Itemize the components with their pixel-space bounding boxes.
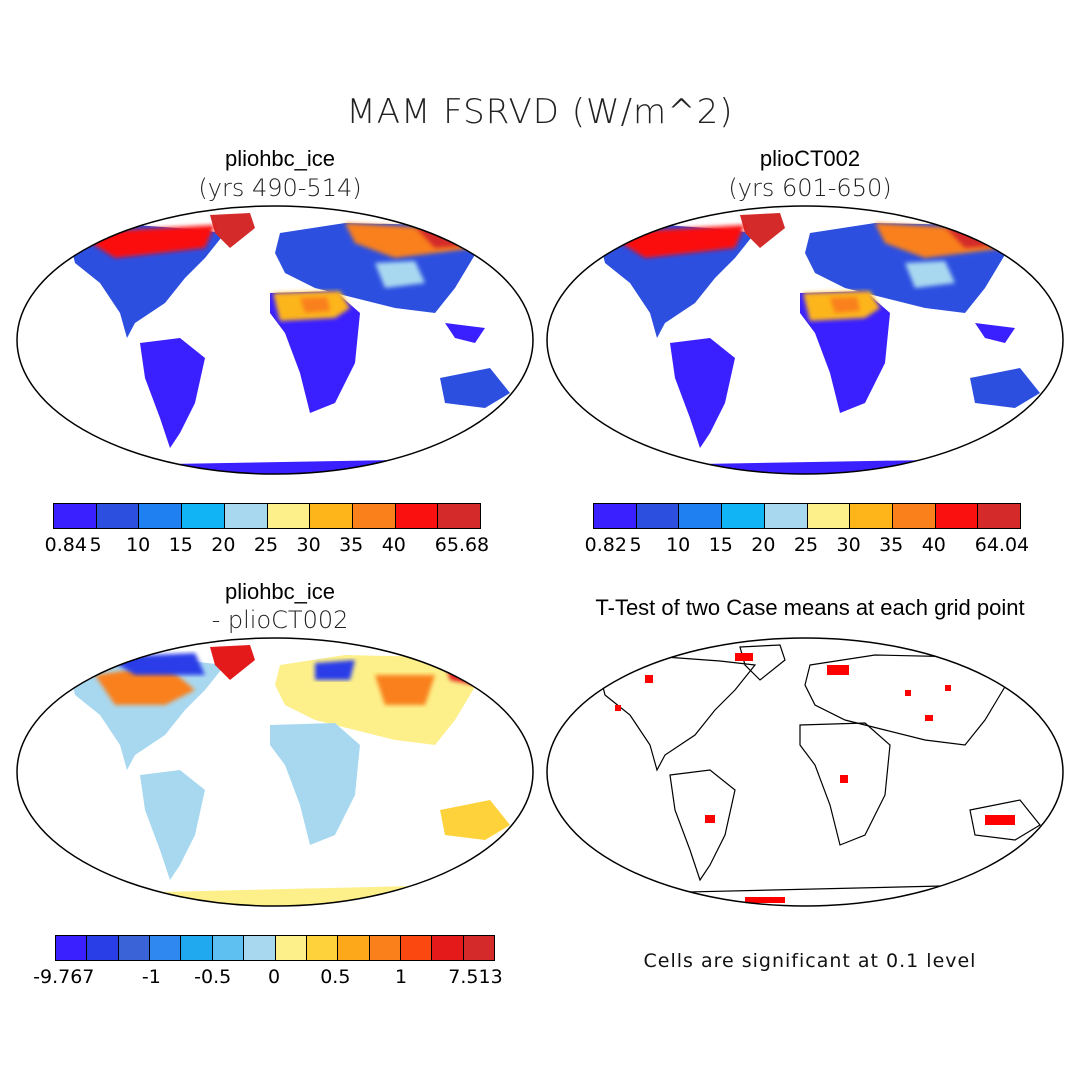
colorbar-swatch xyxy=(224,504,268,528)
colorbar-swatch xyxy=(150,936,182,960)
panel-title-top-left: pliohbc_ice xyxy=(224,146,336,171)
colorbar-tick-label: -0.5 xyxy=(194,966,232,988)
colorbar-labels-bottom-left: -9.767 -1 -0.5 0 0.5 1 7.513 xyxy=(33,966,503,990)
colorbar-bottom-left xyxy=(55,935,495,961)
colorbar-swatch xyxy=(807,504,851,528)
colorbar-tick-label: 0.82 xyxy=(584,534,627,556)
colorbar-tick-label: 20 xyxy=(211,534,236,556)
colorbar-tick-label: 15 xyxy=(168,534,193,556)
colorbar-swatch xyxy=(118,936,151,960)
panel-title-top-right: plioCT002 xyxy=(759,146,861,171)
colorbar-tick-label: 40 xyxy=(921,534,946,556)
colorbar-swatch xyxy=(935,504,979,528)
panel-subtitle-top-left: (yrs 490-514) xyxy=(198,174,362,202)
colorbar-tick-label: 0 xyxy=(267,966,281,988)
colorbar-swatch xyxy=(352,504,396,528)
colorbar-tick-label: 25 xyxy=(253,534,279,556)
map-bottom-left xyxy=(16,637,534,907)
map-top-right xyxy=(546,205,1064,475)
land-shading xyxy=(600,213,1040,474)
colorbar-tick-label: 40 xyxy=(381,534,406,556)
colorbar-tick-label: 64.04 xyxy=(974,534,1030,556)
colorbar-swatch xyxy=(54,504,97,528)
colorbar-tick-label: 65.68 xyxy=(434,534,490,556)
colorbar-tick-label: 5 xyxy=(629,534,642,556)
colorbar-swatch xyxy=(306,936,339,960)
colorbar-swatch xyxy=(96,504,140,528)
colorbar-swatch xyxy=(182,504,225,528)
colorbar-swatch xyxy=(978,504,1021,528)
significance-cells xyxy=(615,653,1015,905)
coastlines xyxy=(599,644,1041,894)
colorbar-swatch xyxy=(764,504,808,528)
colorbar-tick-label: 25 xyxy=(793,534,819,556)
colorbar-swatch xyxy=(275,936,307,960)
map-frame xyxy=(16,205,534,475)
colorbar-swatch xyxy=(212,936,245,960)
map-frame xyxy=(16,637,534,907)
colorbar-swatch xyxy=(395,504,439,528)
colorbar-swatch xyxy=(139,504,183,528)
colorbar-tick-label: 7.513 xyxy=(448,966,503,988)
colorbar-tick-label: 30 xyxy=(296,534,321,556)
significance-note: Cells are significant at 0.1 level xyxy=(643,950,977,972)
colorbar-tick-label: 1 xyxy=(394,966,408,988)
colorbar-tick-label: 15 xyxy=(708,534,733,556)
colorbar-swatch xyxy=(267,504,311,528)
colorbar-tick-label: -1 xyxy=(141,966,161,988)
panel-title-bottom-right: T-Test of two Case means at each grid po… xyxy=(595,595,1025,620)
colorbar-swatch xyxy=(181,936,213,960)
colorbar-tick-label: 10 xyxy=(666,534,691,556)
colorbar-tick-label: 0.84 xyxy=(44,534,87,556)
map-top-left xyxy=(16,205,534,475)
colorbar-tick-label: 0.5 xyxy=(320,966,351,988)
colorbar-swatch xyxy=(400,936,433,960)
colorbar-swatch xyxy=(369,936,401,960)
colorbar-swatch xyxy=(56,936,88,960)
colorbar-top-left xyxy=(53,503,481,529)
colorbar-tick-label: 10 xyxy=(126,534,151,556)
map-frame xyxy=(546,637,1064,907)
colorbar-swatch xyxy=(432,936,464,960)
colorbar-swatch xyxy=(850,504,893,528)
map-bottom-right xyxy=(546,637,1064,907)
colorbar-tick-label: 30 xyxy=(836,534,861,556)
colorbar-tick-label: 35 xyxy=(339,534,364,556)
colorbar-swatch xyxy=(594,504,637,528)
colorbar-swatch xyxy=(463,936,495,960)
panel-subtitle-top-right: (yrs 601-650) xyxy=(728,174,892,202)
panel-subtitle-bottom-left: - plioCT002 xyxy=(211,606,349,634)
colorbar-swatch xyxy=(244,936,276,960)
colorbar-swatch xyxy=(438,504,481,528)
colorbar-labels-top-left: 0.84 5 10 15 20 25 30 35 40 65.68 xyxy=(45,534,490,558)
map-frame xyxy=(546,205,1064,475)
colorbar-swatch xyxy=(636,504,680,528)
panel-title-bottom-left: pliohbc_ice xyxy=(224,579,336,604)
colorbar-swatch xyxy=(310,504,353,528)
colorbar-labels-top-right: 0.82 5 10 15 20 25 30 35 40 64.04 xyxy=(585,534,1030,558)
colorbar-swatch xyxy=(679,504,723,528)
colorbar-swatch xyxy=(722,504,765,528)
colorbar-top-right xyxy=(593,503,1021,529)
land-shading xyxy=(70,645,510,906)
colorbar-tick-label: 20 xyxy=(751,534,776,556)
land-shading xyxy=(70,213,510,474)
figure-title: MAM FSRVD (W/m^2) xyxy=(346,92,734,132)
colorbar-tick-label: -9.767 xyxy=(33,966,95,988)
colorbar-swatch xyxy=(338,936,370,960)
colorbar-tick-label: 5 xyxy=(89,534,102,556)
colorbar-swatch xyxy=(87,936,119,960)
colorbar-tick-label: 35 xyxy=(879,534,904,556)
colorbar-swatch xyxy=(892,504,936,528)
